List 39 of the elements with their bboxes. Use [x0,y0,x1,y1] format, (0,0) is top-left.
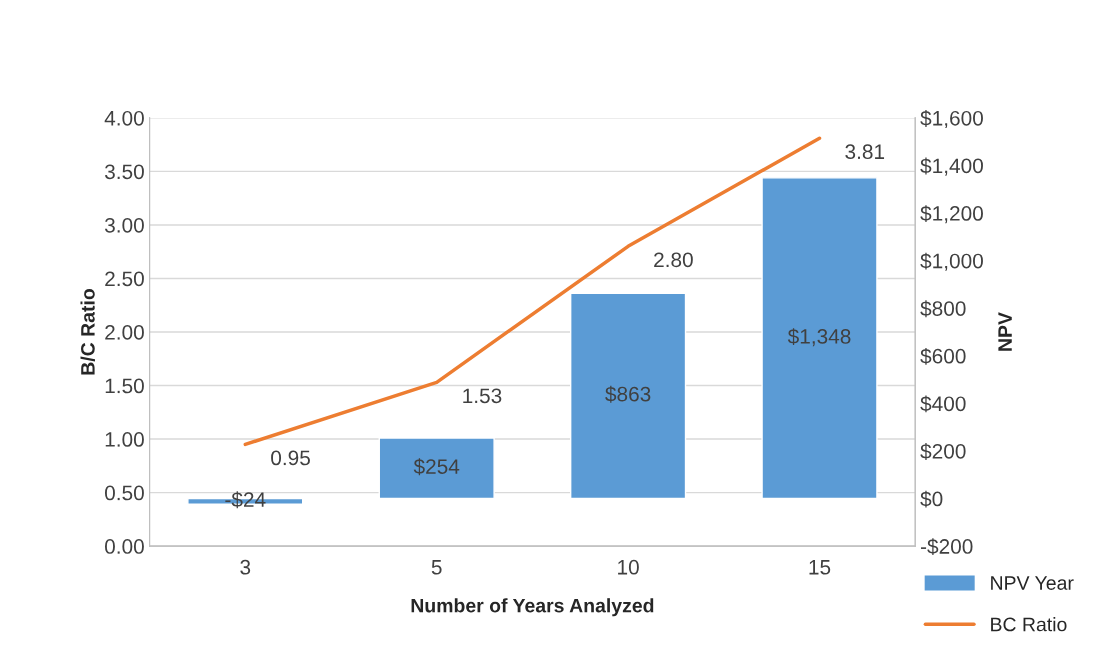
y-tick-label: 0.50 [104,485,144,501]
y2-tick-label: $1,400 [920,157,983,176]
y2-tick-label: $0 [920,490,943,508]
x-axis-title: Number of Years Analyzed [411,598,654,617]
y2-tick-label: -$200 [920,538,973,556]
y-tick-label: 0.00 [104,539,144,554]
data-label: $1,348 [787,328,851,347]
data-label: 1.53 [463,388,502,404]
y2-axis-title: NPV [998,312,1012,351]
y-tick-label: 2.50 [105,271,144,287]
y2-tick-label: $1,200 [920,205,983,224]
data-label: $254 [413,458,460,476]
data-label: 3.81 [845,144,885,160]
bar [378,437,495,500]
x-tick-label: 5 [431,560,442,575]
y2-tick-label: $800 [920,300,966,318]
x-tick-label: 10 [618,559,639,575]
data-label: 2.80 [654,252,693,268]
y-tick-label: 2.00 [105,325,144,340]
data-label: $863 [605,385,651,403]
data-label: 0.95 [271,450,310,466]
y2-tick-label: $1,600 [920,110,983,129]
bar [761,177,878,500]
y-tick-label: 1.50 [105,378,144,394]
y2-tick-label: $200 [920,443,966,460]
data-label: -$24 [225,491,266,509]
legend-label: BC Ratio [991,617,1067,632]
y-axis-title: B/C Ratio [80,289,95,375]
y-tick-label: 3.00 [104,217,144,233]
y2-tick-label: $1,000 [920,252,983,271]
y2-tick-label: $600 [920,347,966,365]
y-tick-label: 3.50 [104,164,144,180]
bar [569,292,687,500]
y-tick-label: 1.00 [105,432,144,447]
y-tick-label: 4.00 [104,110,144,126]
x-tick-label: 15 [809,560,831,575]
legend-label: NPV Year [991,576,1074,590]
y2-tick-label: $400 [920,395,966,413]
x-tick-label: 3 [240,559,251,575]
